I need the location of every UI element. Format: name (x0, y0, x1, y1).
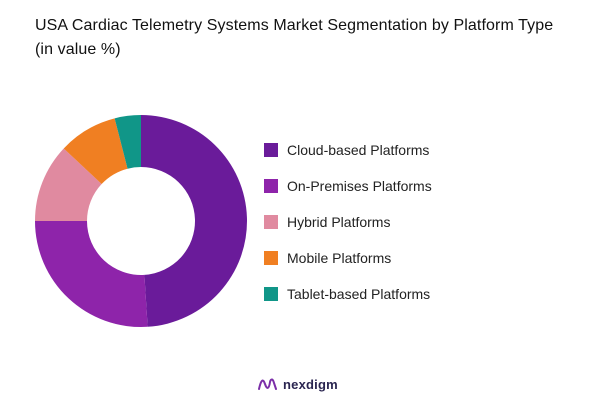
donut-slice-cloud (141, 115, 248, 327)
legend-swatch-tablet (264, 287, 278, 301)
legend-label-on-premises: On-Premises Platforms (287, 178, 432, 194)
brand-name: nexdigm (283, 376, 338, 392)
legend-label-hybrid: Hybrid Platforms (287, 214, 391, 230)
legend-swatch-hybrid (264, 215, 278, 229)
legend-label-mobile: Mobile Platforms (287, 250, 392, 266)
legend-item-on-premises: On-Premises Platforms (264, 168, 432, 204)
chart-title: USA Cardiac Telemetry Systems Market Seg… (35, 17, 554, 58)
legend-swatch-mobile (264, 251, 278, 265)
legend: Cloud-based Platforms On-Premises Platfo… (264, 132, 432, 312)
donut-slice-on-premises (35, 221, 148, 327)
brand-logo: nexdigm (258, 376, 338, 392)
donut-slice-mobile (63, 118, 128, 185)
legend-item-mobile: Mobile Platforms (264, 240, 432, 276)
legend-label-tablet: Tablet-based Platforms (287, 286, 431, 302)
legend-item-tablet: Tablet-based Platforms (264, 276, 432, 312)
legend-swatch-cloud (264, 143, 278, 157)
legend-item-hybrid: Hybrid Platforms (264, 204, 432, 240)
legend-swatch-on-premises (264, 179, 278, 193)
legend-label-cloud: Cloud-based Platforms (287, 142, 430, 158)
donut-slice-tablet (114, 115, 141, 169)
legend-item-cloud: Cloud-based Platforms (264, 132, 432, 168)
donut-slice-hybrid (35, 148, 102, 221)
nexdigm-logo-icon (258, 378, 277, 390)
donut-chart (35, 115, 248, 327)
